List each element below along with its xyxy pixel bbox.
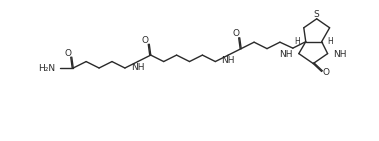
Text: O: O — [232, 29, 240, 38]
Text: O: O — [64, 49, 72, 58]
Text: NH: NH — [334, 50, 347, 59]
Text: H: H — [294, 37, 300, 46]
Text: H₂N: H₂N — [38, 63, 55, 72]
Text: NH: NH — [221, 56, 235, 65]
Text: O: O — [142, 36, 149, 45]
Text: O: O — [323, 68, 330, 77]
Text: H: H — [327, 37, 333, 46]
Text: NH: NH — [279, 50, 293, 59]
Text: S: S — [314, 10, 319, 19]
Text: NH: NH — [131, 62, 144, 71]
